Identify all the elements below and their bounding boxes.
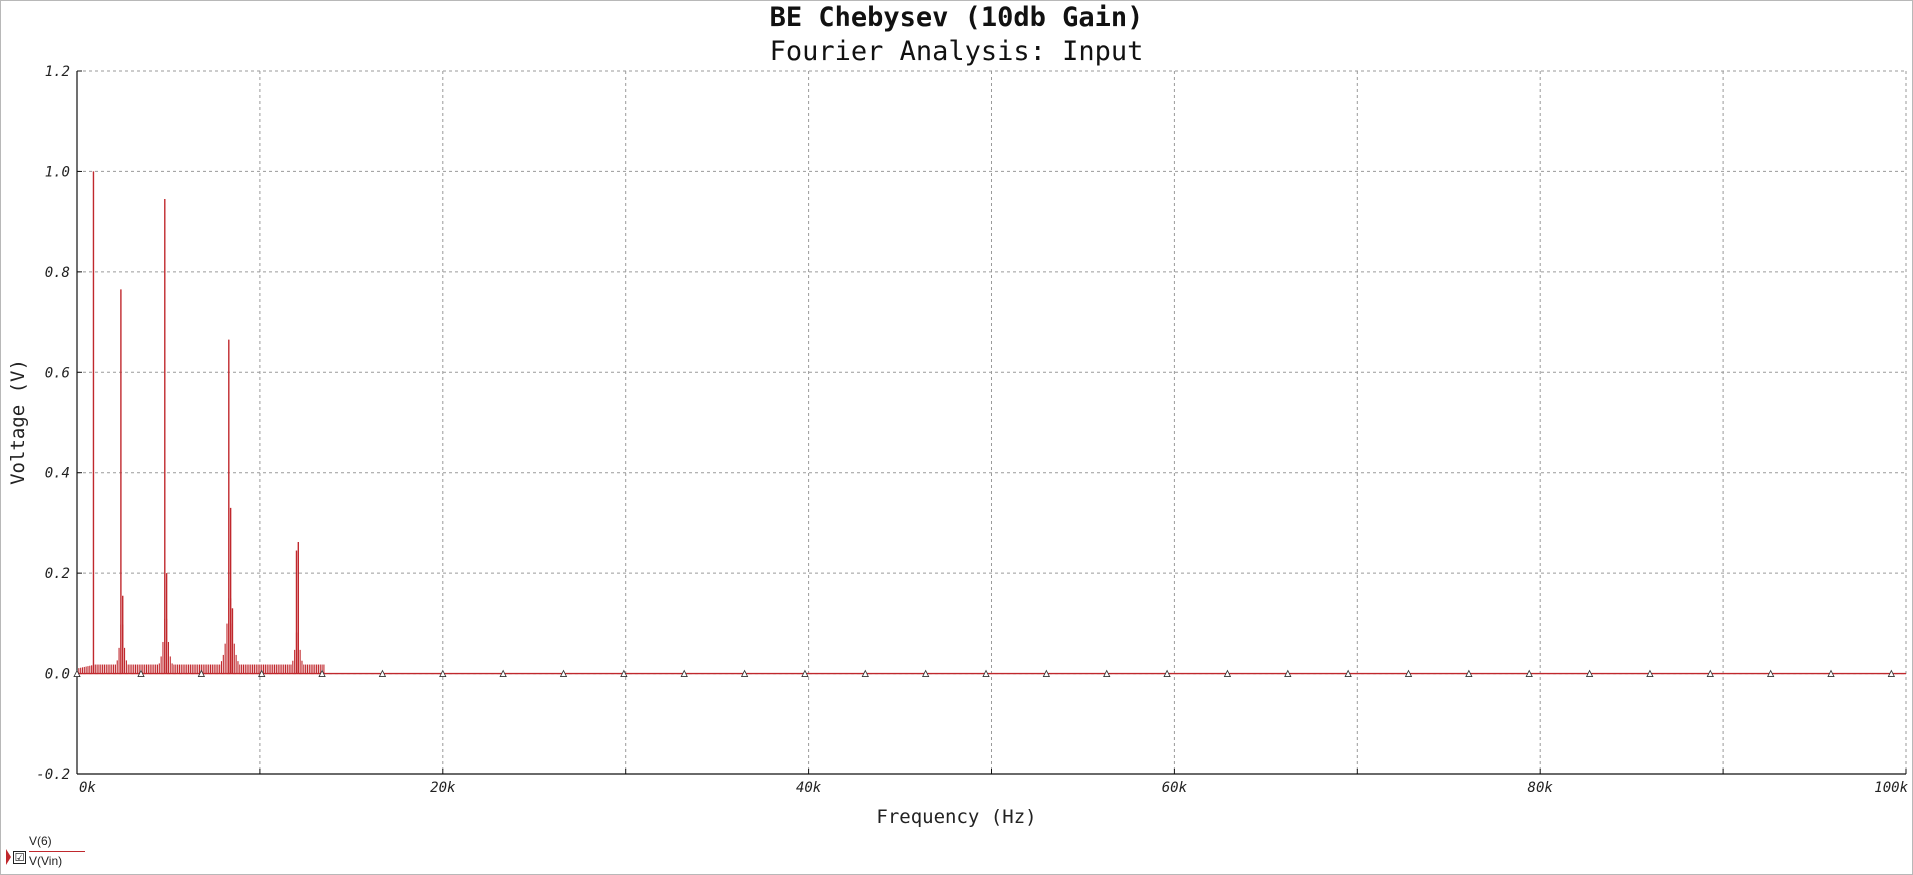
x-axis-label: Frequency (Hz) bbox=[876, 806, 1037, 828]
trace-marker-icon bbox=[1585, 669, 1594, 677]
trace-marker-icon bbox=[740, 669, 749, 677]
trace-marker-icon bbox=[620, 669, 628, 677]
y-tick-label: 0.2 bbox=[45, 566, 70, 582]
trace-marker-icon bbox=[1465, 669, 1473, 677]
legend-label-v6[interactable]: V(6) bbox=[29, 834, 52, 848]
y-axis-label: Voltage (V) bbox=[7, 359, 29, 485]
y-tick-label: -0.2 bbox=[36, 767, 70, 783]
trace-marker-icon bbox=[73, 669, 81, 677]
trace-marker-icon bbox=[1223, 669, 1232, 677]
trace-marker-icon bbox=[1344, 669, 1352, 677]
trace-marker-icon bbox=[922, 669, 930, 677]
trace-marker-icon bbox=[861, 669, 869, 677]
y-tick-label: 1.2 bbox=[45, 64, 70, 80]
x-tick-label: 20k bbox=[430, 780, 456, 796]
legend-label-vvin[interactable]: V(Vin) bbox=[29, 854, 63, 868]
y-tick-label: 0.6 bbox=[45, 365, 70, 381]
trace-marker-icon bbox=[1284, 669, 1292, 677]
trace-marker-icon bbox=[318, 669, 326, 677]
legend-checkbox[interactable]: ☑ bbox=[13, 851, 26, 864]
x-tick-label: 0k bbox=[79, 780, 96, 796]
trace-marker-icon bbox=[559, 669, 568, 677]
trace-marker-icon bbox=[1525, 669, 1533, 677]
trace-marker-icon bbox=[1646, 669, 1654, 677]
trace-marker-icon bbox=[258, 669, 266, 677]
trace-marker-icon bbox=[982, 669, 990, 677]
trace-marker-icon bbox=[801, 669, 809, 677]
trace-marker-icon bbox=[1404, 669, 1413, 677]
y-tick-label: 0.4 bbox=[45, 466, 70, 482]
trace-marker-icon bbox=[680, 669, 688, 677]
trace-marker-icon bbox=[1767, 669, 1775, 677]
x-tick-label: 100k bbox=[1874, 780, 1908, 796]
trace-marker-icon bbox=[1887, 669, 1896, 677]
trace-marker-icon bbox=[1827, 669, 1835, 677]
trace-marker-icon bbox=[1103, 669, 1111, 677]
trace-markers bbox=[73, 669, 1896, 677]
axes bbox=[76, 70, 1907, 775]
trace-marker-icon bbox=[1706, 669, 1714, 677]
x-tick-label: 80k bbox=[1528, 780, 1554, 796]
x-tick-label: 40k bbox=[796, 780, 822, 796]
trace-marker-icon bbox=[197, 669, 206, 677]
x-tick-label: 60k bbox=[1162, 780, 1188, 796]
y-tick-label: 0.0 bbox=[45, 667, 70, 683]
legend[interactable]: V(6) ☑ V(Vin) bbox=[6, 834, 86, 872]
y-tick-label: 0.8 bbox=[45, 265, 70, 281]
trace-marker-icon bbox=[1163, 669, 1171, 677]
legend-series-line bbox=[29, 851, 85, 852]
trace-marker-icon bbox=[137, 669, 145, 677]
spectrum-bars bbox=[77, 171, 1906, 675]
trace-marker-icon bbox=[499, 669, 507, 677]
tick-labels: 0k 20k 40k 60k 80k 100k -0.2 0.0 0.2 0.4 0.6 0.8 1.0… bbox=[36, 64, 1908, 796]
y-tick-label: 1.0 bbox=[45, 164, 70, 180]
legend-selected-marker-icon bbox=[6, 849, 11, 865]
chart-title: BE Chebysev (10db Gain) bbox=[769, 2, 1144, 33]
trace-marker-icon bbox=[439, 669, 447, 677]
trace-marker-icon bbox=[1042, 669, 1051, 677]
trace-marker-icon bbox=[378, 669, 387, 677]
chart-subtitle: Fourier Analysis: Input bbox=[769, 36, 1144, 67]
grid-lines bbox=[77, 70, 1907, 774]
